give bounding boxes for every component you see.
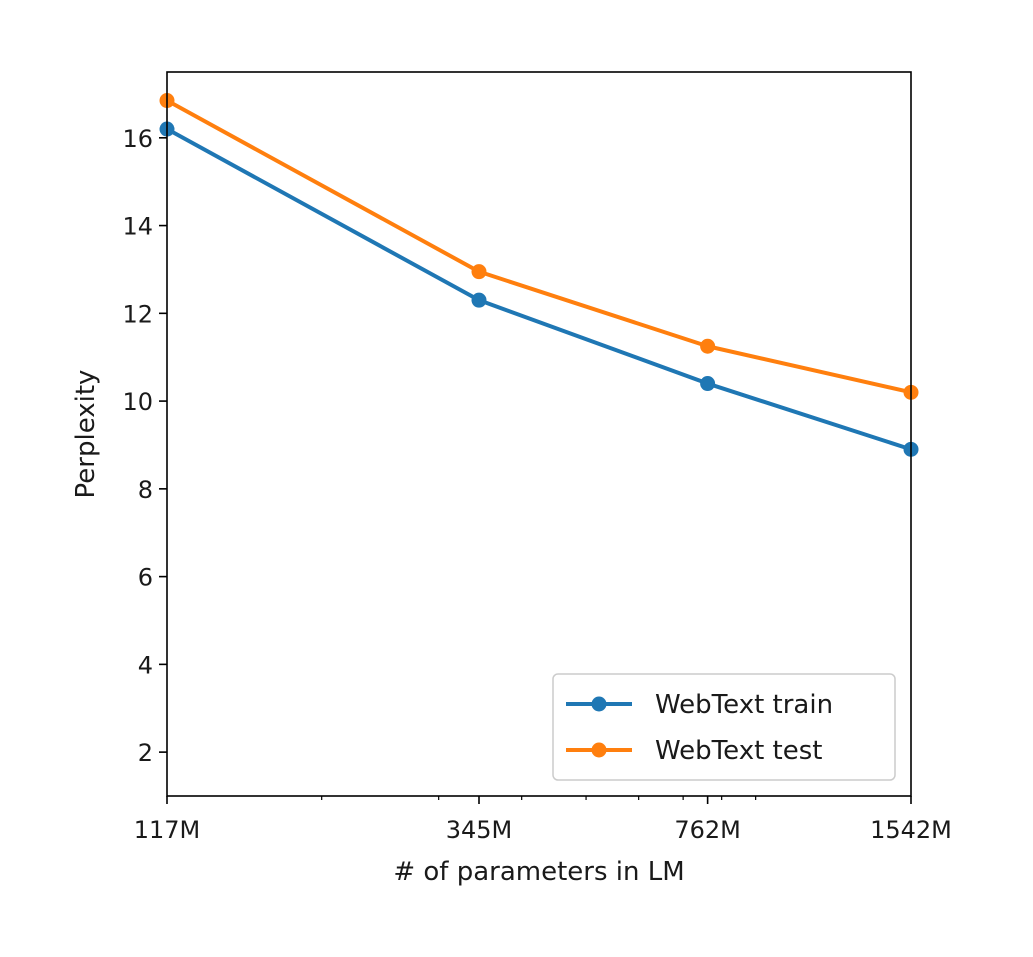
y-axis: 2 4 6 8 10 12 14 16	[122, 125, 167, 767]
x-tick-label: 117M	[134, 816, 201, 844]
legend-label: WebText test	[655, 736, 822, 766]
series-line-1	[166, 98, 912, 395]
data-point	[700, 376, 716, 392]
legend-label: WebText train	[655, 690, 833, 720]
x-tick-label: 762M	[674, 816, 741, 844]
y-tick-label: 10	[122, 388, 153, 416]
x-tick-label: 1542M	[870, 816, 952, 844]
y-tick-label: 8	[138, 476, 153, 504]
x-axis: 117M 345M 762M 1542M	[134, 796, 952, 844]
y-tick-label: 14	[122, 213, 153, 241]
plot-frame	[166, 71, 912, 797]
y-tick-label: 4	[138, 651, 153, 679]
y-tick-label: 12	[122, 300, 153, 328]
legend-marker	[591, 696, 607, 712]
x-axis-label: # of parameters in LM	[393, 857, 684, 887]
y-tick-label: 6	[138, 564, 153, 592]
legend: WebText train WebText test	[552, 673, 896, 781]
legend-marker	[591, 742, 607, 758]
data-point	[471, 264, 487, 280]
series-lines	[159, 93, 919, 457]
data-point	[471, 292, 487, 308]
y-tick-label: 16	[122, 125, 153, 153]
y-axis-label: Perplexity	[71, 370, 101, 499]
series-line-0	[166, 127, 912, 452]
legend-box	[552, 673, 896, 781]
y-tick-label: 2	[138, 739, 153, 767]
x-tick-label: 345M	[446, 816, 513, 844]
data-point	[700, 338, 716, 354]
